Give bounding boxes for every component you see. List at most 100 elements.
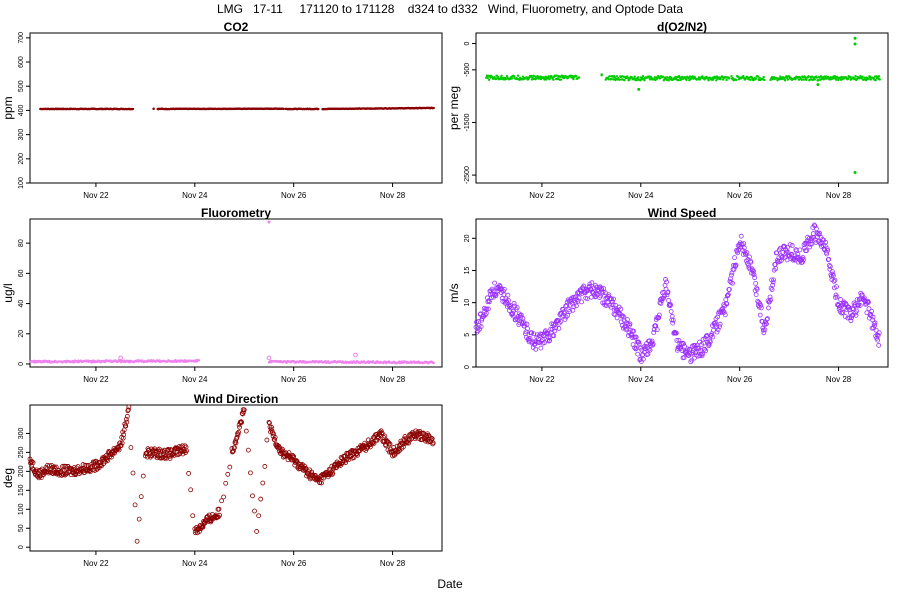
data-point	[826, 256, 832, 262]
data-point	[219, 498, 224, 504]
data-point	[565, 313, 571, 318]
data-point	[254, 529, 260, 534]
data-point	[693, 345, 699, 351]
data-point	[681, 355, 687, 360]
data-point	[800, 78, 803, 81]
y-tick-label: 15	[464, 266, 471, 274]
data-point	[508, 305, 514, 311]
data-point	[642, 349, 647, 355]
data-point	[682, 343, 687, 349]
plot-frame	[29, 218, 443, 368]
data-point	[871, 321, 877, 326]
data-point	[840, 75, 843, 79]
data-point	[724, 301, 730, 307]
data-point	[241, 409, 247, 415]
data-point	[511, 308, 516, 314]
y-tick-label: 200	[18, 153, 25, 165]
data-point	[429, 436, 435, 442]
data-point	[758, 302, 764, 308]
chart-title: Wind Speed	[648, 206, 717, 220]
data-point	[804, 248, 810, 254]
data-point	[661, 75, 665, 78]
data-point	[140, 473, 146, 479]
data-point	[29, 459, 35, 465]
data-point	[637, 356, 643, 362]
data-point	[485, 306, 491, 312]
data-point	[817, 230, 822, 236]
data-point	[762, 75, 765, 79]
data-point	[577, 76, 581, 79]
data-point	[771, 267, 777, 273]
data-point	[610, 302, 616, 308]
data-point	[838, 297, 844, 302]
data-point	[817, 79, 820, 82]
data-point	[729, 272, 734, 278]
data-point	[866, 299, 871, 305]
data-point	[869, 308, 874, 314]
data-point	[561, 74, 565, 78]
data-point	[674, 338, 680, 343]
data-point	[690, 350, 696, 355]
data-point	[562, 317, 568, 322]
data-point	[574, 303, 579, 309]
data-point	[770, 282, 776, 288]
data-point	[803, 76, 807, 79]
data-point	[749, 78, 752, 82]
outlier-point	[637, 87, 641, 91]
data-point	[516, 74, 520, 77]
data-point	[134, 538, 140, 544]
x-tick-label: Nov 28	[380, 559, 406, 568]
data-point	[620, 313, 626, 319]
data-point	[319, 480, 324, 486]
data-point	[589, 280, 595, 285]
data-point	[527, 335, 533, 341]
data-point	[873, 327, 879, 333]
x-tick-label: Nov 26	[727, 191, 753, 200]
data-point	[834, 294, 840, 300]
y-tick-label: 0	[18, 545, 25, 549]
data-point	[878, 78, 881, 81]
data-point	[626, 76, 630, 80]
data-point	[628, 332, 634, 338]
data-point	[530, 74, 533, 78]
data-point	[312, 472, 318, 478]
data-point	[715, 79, 718, 82]
data-point	[612, 78, 615, 81]
data-point	[742, 75, 745, 78]
chart-panel-2: d(O2/N2) per meg 0 -500 -1500 -2500 Nov 22 Nov …	[447, 20, 889, 200]
x-tick-label: Nov 22	[83, 375, 109, 384]
data-point	[90, 459, 96, 465]
data-point	[511, 300, 517, 306]
data-point	[533, 346, 539, 352]
data-point	[497, 284, 503, 290]
data-point	[30, 460, 36, 466]
data-point	[707, 79, 710, 82]
data-point	[104, 457, 110, 463]
data-point	[640, 356, 646, 362]
y-tick-label: -2500	[464, 166, 471, 184]
data-point	[764, 316, 770, 322]
data-point	[751, 272, 757, 278]
data-point	[379, 430, 385, 436]
data-point	[553, 325, 559, 331]
data-point	[225, 471, 231, 477]
data-point	[827, 264, 833, 269]
data-points	[27, 404, 436, 544]
x-axis-title: Date	[437, 577, 463, 591]
y-tick-label: 50	[18, 524, 25, 532]
data-point	[221, 494, 227, 500]
data-point	[800, 255, 806, 260]
data-point	[677, 79, 680, 82]
data-point	[747, 266, 753, 272]
y-tick-label: 40	[18, 300, 25, 308]
data-point	[547, 75, 550, 78]
data-point	[861, 75, 864, 78]
data-point	[861, 295, 867, 301]
data-point	[710, 334, 716, 340]
data-point	[673, 330, 679, 336]
data-point	[747, 254, 752, 260]
data-point	[650, 341, 656, 347]
data-point	[726, 287, 732, 292]
data-point	[610, 299, 615, 305]
data-point	[559, 78, 563, 81]
